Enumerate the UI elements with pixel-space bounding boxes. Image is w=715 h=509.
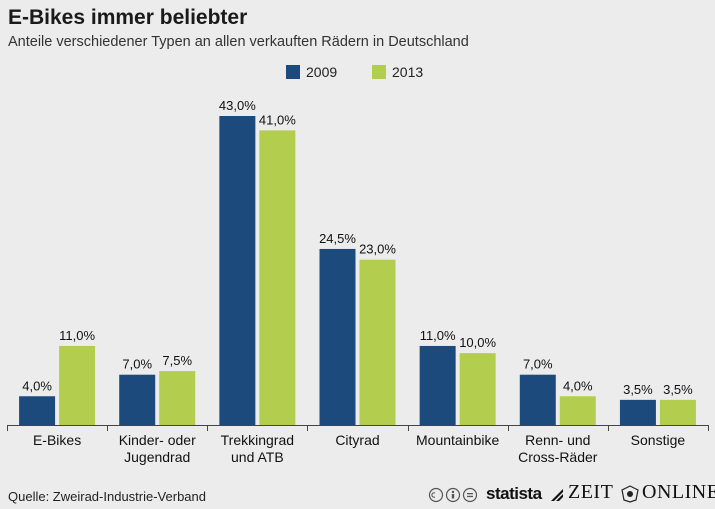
bar-2009-4 — [419, 345, 456, 425]
data-label-2009-3: 24,5% — [319, 231, 356, 246]
bar-chart: 2009 2013 4,0% 11,0% 7,0% 7,5% 43,0%41,0% 24,5… — [7, 64, 709, 465]
chart-title: E-Bikes immer beliebter — [8, 6, 248, 29]
statista-brand: statista — [486, 484, 542, 503]
nd-icon — [462, 487, 478, 503]
data-label-2013-5: 4,0% — [563, 378, 593, 393]
bar-2013-3 — [359, 259, 396, 425]
cc-icon — [428, 487, 444, 503]
zeit-brand: ZEIT — [568, 481, 614, 503]
x-tick-label-6: Sonstige — [631, 432, 686, 448]
by-icon — [445, 487, 461, 503]
legend-swatch-2009 — [286, 65, 300, 79]
bar-2009-0 — [19, 396, 56, 425]
x-tick-label-1: Jugendrad — [124, 449, 190, 465]
x-tick-label-5: Renn- und — [525, 432, 590, 448]
legend-label-2009: 2009 — [306, 64, 337, 80]
data-label-2013-6: 3,5% — [663, 382, 693, 397]
data-label-2009-0: 4,0% — [22, 378, 52, 393]
bar-2013-0 — [59, 345, 96, 425]
x-tick-label-4: Mountainbike — [416, 432, 499, 448]
bar-2009-2 — [219, 116, 256, 425]
bar-2009-3 — [319, 248, 356, 425]
x-tick-label-0: E-Bikes — [33, 432, 81, 448]
bar-2009-6 — [619, 399, 656, 425]
data-label-2009-5: 7,0% — [523, 357, 553, 372]
chart-subtitle: Anteile verschiedener Typen an allen ver… — [8, 34, 469, 50]
bar-2009-1 — [119, 374, 156, 425]
x-tick-label-5: Cross-Räder — [518, 449, 598, 465]
bar-2013-4 — [459, 353, 496, 425]
data-label-2013-0: 11,0% — [59, 328, 95, 343]
legend: 2009 2013 — [286, 64, 423, 80]
statista-logo-icon — [551, 489, 563, 501]
x-tick-label-2: und ATB — [231, 449, 284, 465]
data-label-2013-2: 41,0% — [259, 112, 296, 127]
bar-2013-1 — [159, 371, 196, 425]
bar-2013-2 — [259, 130, 296, 426]
online-brand: ONLINE — [642, 481, 715, 503]
legend-swatch-2013 — [372, 65, 386, 79]
data-label-2009-6: 3,5% — [623, 382, 653, 397]
zeit-crest-icon — [621, 485, 639, 503]
bar-2009-5 — [519, 374, 556, 425]
bar-2013-6 — [659, 399, 696, 425]
data-label-2013-4: 10,0% — [459, 335, 496, 350]
bar-2013-5 — [559, 396, 596, 425]
data-label-2009-1: 7,0% — [122, 357, 152, 372]
data-label-2009-4: 11,0% — [420, 328, 456, 343]
cc-license-icons — [428, 487, 478, 503]
x-tick-label-3: Cityrad — [335, 432, 379, 448]
source-note: Quelle: Zweirad-Industrie-Verband — [8, 489, 206, 504]
data-label-2013-1: 7,5% — [162, 353, 192, 368]
data-label-2013-3: 23,0% — [359, 242, 396, 257]
data-label-2009-2: 43,0% — [219, 98, 256, 113]
x-tick-label-1: Kinder- oder — [119, 432, 196, 448]
bars: 4,0% 11,0% 7,0% 7,5% 43,0%41,0% 24,5%23,0% 11,… — [19, 98, 696, 426]
x-tick-label-2: Trekkingrad — [221, 432, 294, 448]
legend-label-2013: 2013 — [392, 64, 423, 80]
x-axis-ticks — [7, 425, 709, 431]
